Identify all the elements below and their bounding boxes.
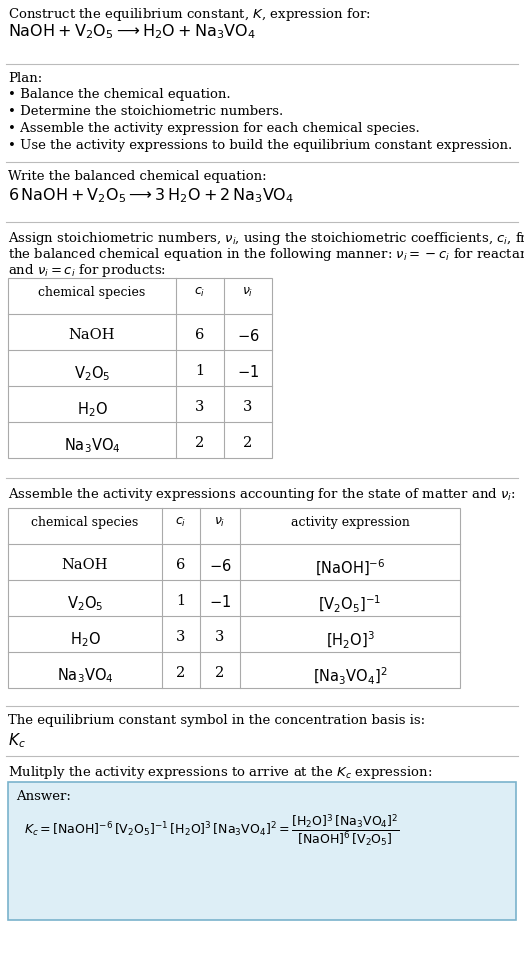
Text: $\nu_i$: $\nu_i$ bbox=[214, 516, 226, 529]
Text: $-1$: $-1$ bbox=[209, 594, 231, 610]
Text: 3: 3 bbox=[243, 400, 253, 414]
Text: Answer:: Answer: bbox=[16, 790, 71, 803]
Text: 2: 2 bbox=[215, 666, 225, 680]
Text: 6: 6 bbox=[176, 558, 185, 572]
Text: Assemble the activity expressions accounting for the state of matter and $\nu_i$: Assemble the activity expressions accoun… bbox=[8, 486, 516, 503]
Text: NaOH: NaOH bbox=[62, 558, 108, 572]
Text: 6: 6 bbox=[195, 328, 205, 342]
Text: 3: 3 bbox=[176, 630, 185, 644]
Text: NaOH: NaOH bbox=[69, 328, 115, 342]
Text: $\mathrm{NaOH + V_2O_5 \longrightarrow H_2O + Na_3VO_4}$: $\mathrm{NaOH + V_2O_5 \longrightarrow H… bbox=[8, 22, 256, 40]
Text: $[\mathrm{Na_3VO_4}]^2$: $[\mathrm{Na_3VO_4}]^2$ bbox=[313, 666, 387, 687]
Text: • Balance the chemical equation.: • Balance the chemical equation. bbox=[8, 88, 231, 101]
Text: $\mathrm{Na_3VO_4}$: $\mathrm{Na_3VO_4}$ bbox=[57, 666, 113, 685]
Text: Construct the equilibrium constant, $K$, expression for:: Construct the equilibrium constant, $K$,… bbox=[8, 6, 370, 23]
Text: $\mathrm{V_2O_5}$: $\mathrm{V_2O_5}$ bbox=[67, 594, 103, 612]
Text: $[\mathrm{H_2O}]^3$: $[\mathrm{H_2O}]^3$ bbox=[325, 630, 375, 651]
Text: $\nu_i$: $\nu_i$ bbox=[242, 286, 254, 299]
Text: chemical species: chemical species bbox=[31, 516, 139, 529]
Bar bbox=[8, 278, 272, 458]
Text: Plan:: Plan: bbox=[8, 72, 42, 85]
Text: and $\nu_i = c_i$ for products:: and $\nu_i = c_i$ for products: bbox=[8, 262, 166, 279]
Text: • Assemble the activity expression for each chemical species.: • Assemble the activity expression for e… bbox=[8, 122, 420, 135]
Text: $\mathrm{6\,NaOH + V_2O_5 \longrightarrow 3\,H_2O + 2\,Na_3VO_4}$: $\mathrm{6\,NaOH + V_2O_5 \longrightarro… bbox=[8, 186, 294, 205]
Text: $\mathrm{H_2O}$: $\mathrm{H_2O}$ bbox=[70, 630, 101, 649]
Text: 1: 1 bbox=[195, 364, 204, 378]
Text: Mulitply the activity expressions to arrive at the $K_c$ expression:: Mulitply the activity expressions to arr… bbox=[8, 764, 432, 781]
Text: $c_i$: $c_i$ bbox=[176, 516, 187, 529]
Text: 1: 1 bbox=[177, 594, 185, 608]
Bar bbox=[8, 782, 516, 920]
Text: $K_c$: $K_c$ bbox=[8, 731, 26, 750]
Text: $-6$: $-6$ bbox=[209, 558, 231, 574]
Text: the balanced chemical equation in the following manner: $\nu_i = -c_i$ for react: the balanced chemical equation in the fo… bbox=[8, 246, 524, 263]
Text: The equilibrium constant symbol in the concentration basis is:: The equilibrium constant symbol in the c… bbox=[8, 714, 425, 727]
Text: Write the balanced chemical equation:: Write the balanced chemical equation: bbox=[8, 170, 267, 183]
Text: • Determine the stoichiometric numbers.: • Determine the stoichiometric numbers. bbox=[8, 105, 283, 118]
Text: 2: 2 bbox=[177, 666, 185, 680]
Bar bbox=[8, 508, 460, 688]
Text: 2: 2 bbox=[195, 436, 205, 450]
Text: 3: 3 bbox=[215, 630, 225, 644]
Text: chemical species: chemical species bbox=[38, 286, 146, 299]
Text: $-6$: $-6$ bbox=[237, 328, 259, 344]
Text: $\mathrm{Na_3VO_4}$: $\mathrm{Na_3VO_4}$ bbox=[64, 436, 121, 455]
Text: $c_i$: $c_i$ bbox=[194, 286, 205, 299]
Text: $\mathrm{V_2O_5}$: $\mathrm{V_2O_5}$ bbox=[74, 364, 110, 382]
Text: $-1$: $-1$ bbox=[237, 364, 259, 380]
Text: 3: 3 bbox=[195, 400, 205, 414]
Text: 2: 2 bbox=[243, 436, 253, 450]
Text: Assign stoichiometric numbers, $\nu_i$, using the stoichiometric coefficients, $: Assign stoichiometric numbers, $\nu_i$, … bbox=[8, 230, 524, 247]
Text: $\mathrm{H_2O}$: $\mathrm{H_2O}$ bbox=[77, 400, 107, 419]
Text: • Use the activity expressions to build the equilibrium constant expression.: • Use the activity expressions to build … bbox=[8, 139, 512, 152]
Text: activity expression: activity expression bbox=[291, 516, 409, 529]
Text: $[\mathrm{V_2O_5}]^{-1}$: $[\mathrm{V_2O_5}]^{-1}$ bbox=[318, 594, 381, 615]
Text: $K_c = [\mathrm{NaOH}]^{-6}\,[\mathrm{V_2O_5}]^{-1}\,[\mathrm{H_2O}]^3\,[\mathrm: $K_c = [\mathrm{NaOH}]^{-6}\,[\mathrm{V_… bbox=[24, 812, 400, 847]
Text: $[\mathrm{NaOH}]^{-6}$: $[\mathrm{NaOH}]^{-6}$ bbox=[315, 558, 385, 578]
